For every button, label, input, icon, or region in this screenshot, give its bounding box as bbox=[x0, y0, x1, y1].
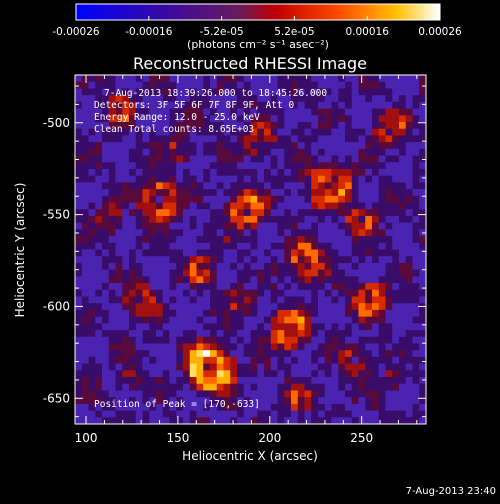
x-tick-label: 150 bbox=[166, 431, 189, 445]
colorbar-tick-label: -5.2e-05 bbox=[200, 26, 244, 38]
colorbar-tick-label: 5.2e-05 bbox=[274, 26, 314, 38]
colorbar-tick-label: 0.00016 bbox=[345, 26, 389, 38]
y-tick-label: -550 bbox=[43, 208, 70, 222]
x-axis-label: Heliocentric X (arcsec) bbox=[182, 449, 318, 463]
y-axis-label: Heliocentric Y (arcsec) bbox=[13, 183, 27, 318]
x-axis-ticks: 100 150 200 250 bbox=[75, 75, 418, 445]
info-overlay: 7-Aug-2013 18:39:26.000 to 18:45:26.000 … bbox=[94, 88, 327, 410]
colorbar-gradient bbox=[75, 3, 441, 21]
image-area bbox=[75, 75, 426, 424]
colorbar: -0.00026 -0.00016 -5.2e-05 5.2e-05 0.00016 0.… bbox=[52, 3, 462, 51]
info-line-time: 7-Aug-2013 18:39:26.000 to 18:45:26.000 bbox=[104, 88, 327, 99]
x-tick-label: 200 bbox=[258, 431, 281, 445]
y-tick-label: -650 bbox=[43, 391, 70, 405]
x-tick-label: 100 bbox=[75, 431, 98, 445]
plot-title: Reconstructed RHESSI Image bbox=[133, 54, 367, 73]
info-line-detectors: Detectors: 3F 5F 6F 7F 8F 9F, Att 0 bbox=[94, 100, 294, 111]
y-tick-label: -600 bbox=[43, 299, 70, 313]
info-line-energy: Energy Range: 12.0 - 25.0 keV bbox=[94, 112, 260, 123]
colorbar-tick-label: 0.00026 bbox=[418, 26, 462, 38]
reconstructed-image bbox=[75, 75, 426, 424]
colorbar-unit-label: (photons cm⁻² s⁻¹ asec⁻²) bbox=[187, 38, 329, 51]
y-tick-label: -500 bbox=[43, 116, 70, 130]
peak-position-label: Position of Peak = [170,-633] bbox=[94, 399, 260, 410]
colorbar-tick-label: -0.00026 bbox=[52, 26, 100, 38]
info-line-clean: Clean Total counts: 8.65E+03 bbox=[94, 124, 254, 135]
y-axis-ticks: -500 -550 -600 -650 bbox=[43, 85, 426, 418]
colorbar-tick-label: -0.00016 bbox=[125, 26, 173, 38]
footer-timestamp: 7-Aug-2013 23:40 bbox=[406, 486, 496, 497]
colorbar-ticks: -0.00026 -0.00016 -5.2e-05 5.2e-05 0.00016 0.… bbox=[52, 16, 462, 38]
plot-frame bbox=[74, 74, 427, 425]
x-tick-label: 250 bbox=[350, 431, 373, 445]
